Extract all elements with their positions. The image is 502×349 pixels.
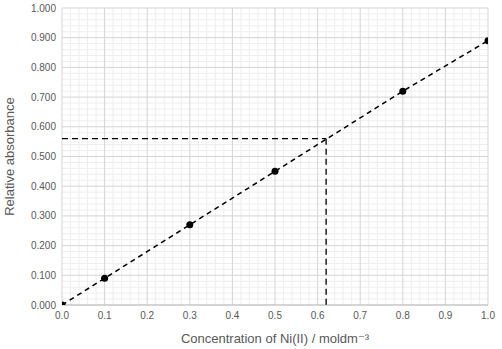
point — [101, 275, 108, 282]
y-tick-label: 0.900 — [31, 32, 56, 43]
y-tick-label: 0.600 — [31, 121, 56, 132]
y-tick-label: 0.500 — [31, 151, 56, 162]
x-tick-label: 0.8 — [396, 310, 410, 321]
y-grid-line — [62, 275, 488, 276]
grid — [62, 8, 488, 305]
y-grid-line — [62, 186, 488, 187]
y-tick-label: 1.000 — [31, 3, 56, 14]
chart: 0.0 0.1 0.2 0.3 0.4 0.5 0.6 0.7 0.8 0.9 1.0 0.000 0.… — [0, 0, 502, 349]
point — [62, 302, 66, 306]
x-tick-label: 0.6 — [311, 310, 325, 321]
y-tick-label: 0.800 — [31, 62, 56, 73]
x-tick-label: 0.0 — [55, 310, 69, 321]
point — [272, 168, 279, 175]
y-grid-line — [62, 67, 488, 68]
point — [485, 37, 489, 44]
y-grid-line — [62, 97, 488, 98]
y-tick-label: 0.300 — [31, 210, 56, 221]
y-grid-line — [62, 126, 488, 127]
x-tick-label: 0.7 — [353, 310, 367, 321]
point — [399, 88, 406, 95]
y-tick-label: 0.200 — [31, 240, 56, 251]
y-tick-label: 0.400 — [31, 181, 56, 192]
point — [186, 221, 193, 228]
y-grid-line — [62, 37, 488, 38]
x-tick-label: 0.4 — [225, 310, 239, 321]
series-line — [62, 41, 488, 305]
y-tick-label: 0.100 — [31, 270, 56, 281]
x-tick-label: 0.2 — [140, 310, 154, 321]
y-tick-label: 0.000 — [31, 300, 56, 311]
reference-line-horizontal — [62, 138, 326, 139]
y-grid-line — [62, 245, 488, 246]
x-axis-title: Concentration of Ni(II) / moldm⁻³ — [181, 331, 370, 346]
y-axis-title: Relative absorbance — [2, 97, 17, 216]
x-tick-label: 0.3 — [183, 310, 197, 321]
x-axis-line — [62, 305, 488, 306]
x-tick-label: 0.5 — [268, 310, 282, 321]
y-grid-line — [62, 8, 488, 9]
y-grid-line — [62, 215, 488, 216]
y-tick-label: 0.700 — [31, 92, 56, 103]
minor-grid-line — [62, 138, 488, 139]
y-grid-line — [62, 156, 488, 157]
reference-line-vertical — [325, 139, 326, 305]
x-tick-label: 1.0 — [481, 310, 495, 321]
plot-data — [62, 37, 488, 305]
x-tick-label: 0.1 — [98, 310, 112, 321]
x-tick-label: 0.9 — [438, 310, 452, 321]
y-grid-line — [62, 305, 488, 306]
